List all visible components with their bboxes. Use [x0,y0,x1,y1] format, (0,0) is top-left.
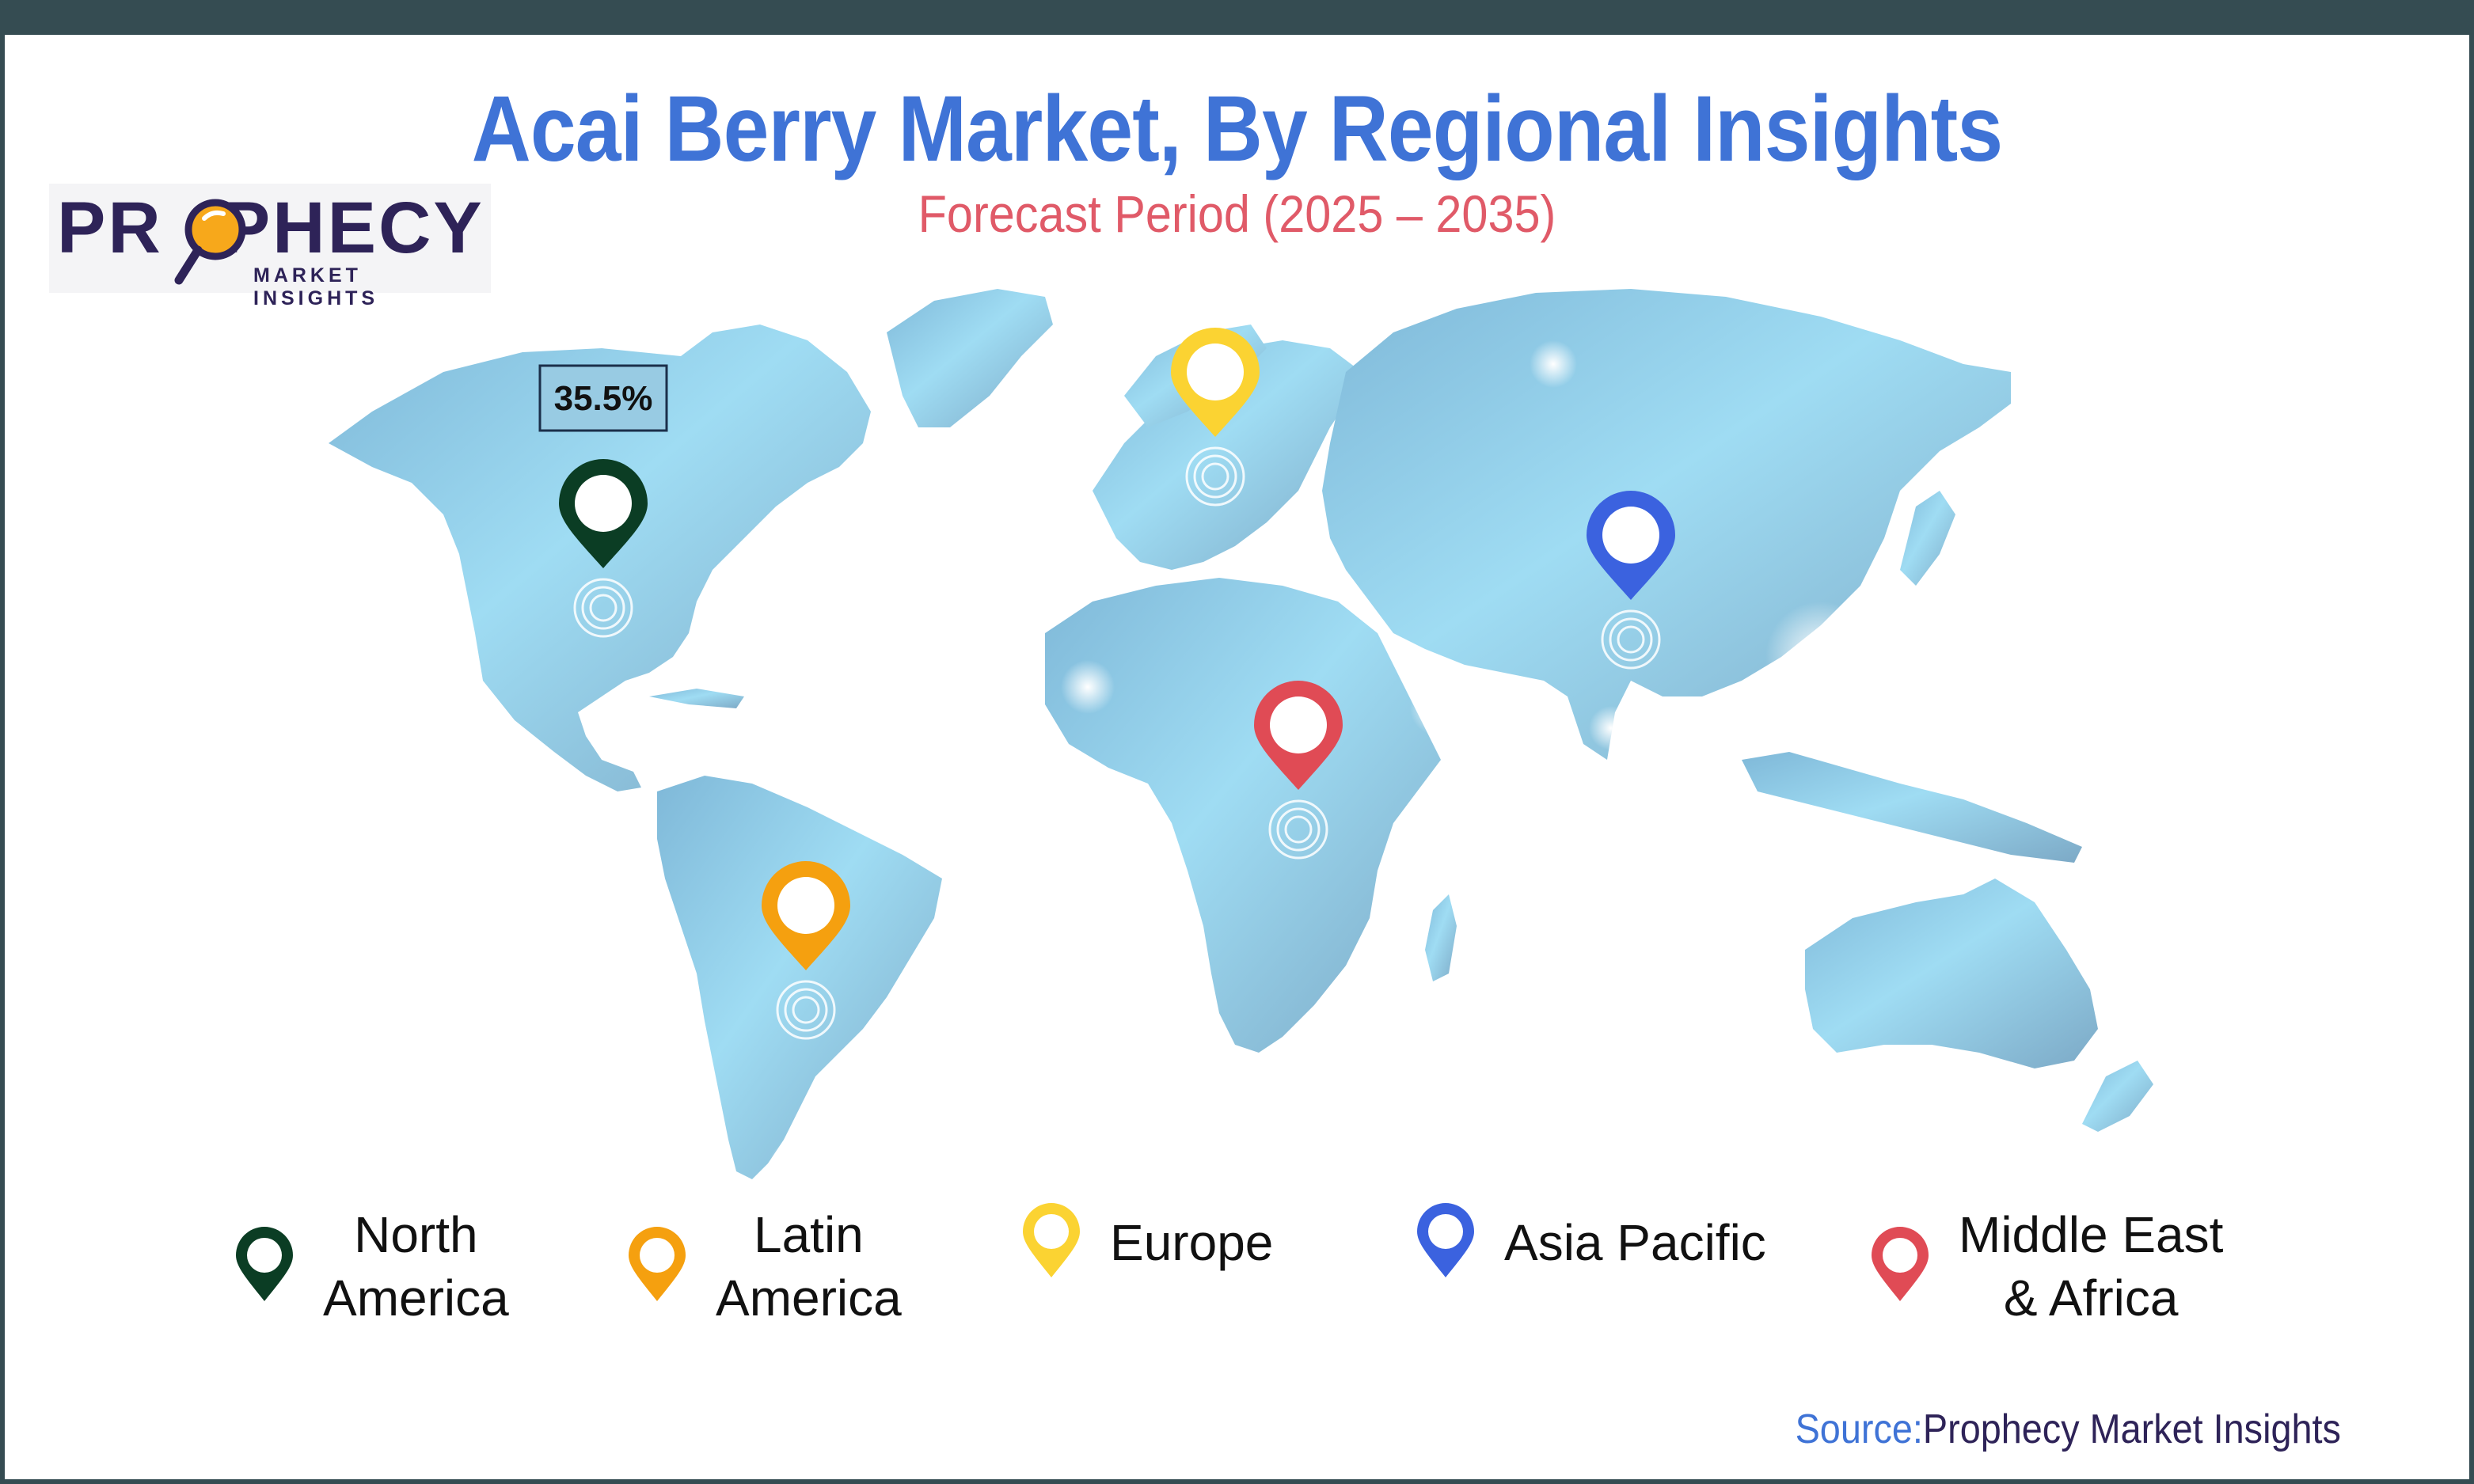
value-callout: 35.5% [540,366,667,431]
glow-spot [1410,681,1464,735]
island-madagascar [1425,894,1457,981]
continent-south-america [657,776,942,1179]
island-southeast-asia [1742,752,2082,863]
source-label: Source: [1796,1406,1923,1452]
island-greenland [887,289,1053,427]
island-caribbean [649,689,744,708]
island-new-zealand [2082,1061,2153,1132]
glow-spot [770,1141,814,1186]
continent-africa [1045,578,1441,1053]
source-note: Source:Prophecy Market Insights [1796,1406,2341,1453]
callout-value: 35.5% [554,379,653,418]
source-name: Prophecy Market Insights [1923,1406,2341,1452]
glow-spot [1061,660,1115,714]
island-japan [1900,491,1955,586]
glow-spot [1530,340,1577,388]
glow-spot [1765,602,1876,712]
continent-australia [1805,879,2098,1068]
glow-spot [1589,706,1633,750]
